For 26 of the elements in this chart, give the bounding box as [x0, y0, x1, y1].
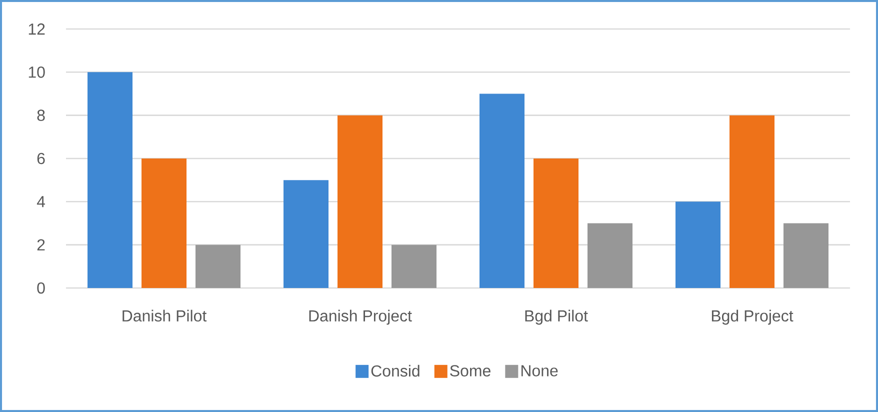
- bar: [783, 223, 828, 288]
- y-tick-label: 8: [37, 110, 45, 121]
- x-tick-label: Bgd Pilot: [525, 310, 588, 325]
- bar: [480, 94, 524, 288]
- x-tick-label: Danish Pilot: [122, 310, 207, 322]
- legend-label: None: [521, 365, 558, 376]
- y-tick-label: 0: [37, 282, 45, 294]
- legend-label: Some: [450, 365, 490, 376]
- y-tick-label: 6: [37, 152, 45, 164]
- bar: [534, 158, 578, 288]
- bar: [675, 202, 720, 288]
- bar: [88, 72, 133, 288]
- bar: [142, 158, 187, 288]
- x-tick-label: Bgd Project: [712, 310, 794, 325]
- bar: [338, 115, 383, 288]
- bar: [588, 223, 632, 288]
- x-tick-label: Danish Project: [309, 310, 412, 325]
- bar: [284, 180, 329, 288]
- bar: [392, 244, 436, 288]
- y-tick-label: 12: [28, 23, 45, 35]
- y-tick-label: 4: [36, 196, 46, 208]
- y-tick-label: 2: [37, 239, 45, 250]
- bar: [729, 115, 774, 288]
- legend-label: Consid: [371, 364, 420, 377]
- bar: [196, 244, 241, 288]
- y-tick-label: 10: [28, 66, 45, 78]
